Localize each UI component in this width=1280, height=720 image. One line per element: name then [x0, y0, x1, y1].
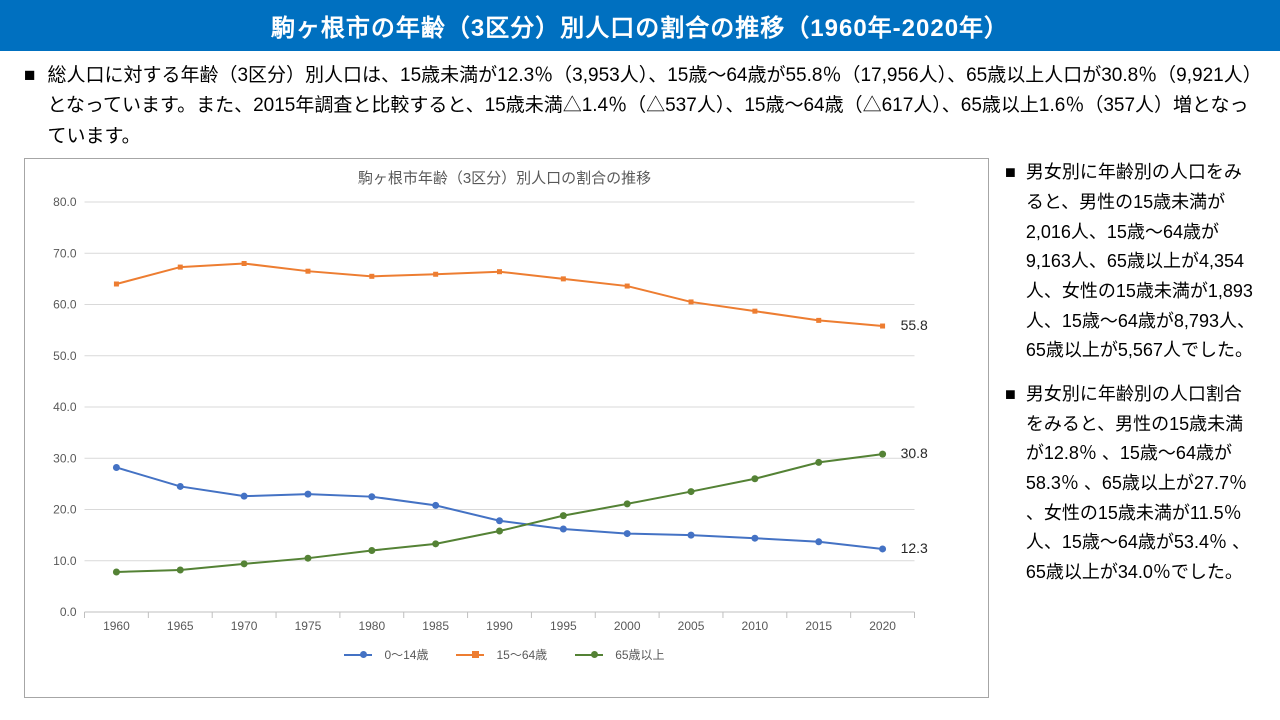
top-bullet: ■ 総人口に対する年齢（3区分）別人口は、15歳未満が12.3％（3,953人）… — [24, 61, 1256, 152]
svg-text:50.0: 50.0 — [53, 349, 77, 363]
svg-text:2015: 2015 — [805, 619, 832, 633]
chart-title: 駒ヶ根市年齢（3区分）別人口の割合の推移 — [33, 167, 976, 188]
svg-text:1980: 1980 — [358, 619, 385, 633]
svg-text:20.0: 20.0 — [53, 503, 77, 517]
sidebar-item: ■男女別に年齢別の人口をみると、男性の15歳未満が2,016人、15歳〜64歳が… — [1005, 158, 1256, 366]
main-row: 駒ヶ根市年齢（3区分）別人口の割合の推移 0.0 10.0 20.0 30.0 40.0… — [24, 158, 1256, 698]
sidebar-bullets: ■男女別に年齢別の人口をみると、男性の15歳未満が2,016人、15歳〜64歳が… — [1005, 158, 1256, 698]
chart-plotarea: 0.0 10.0 20.0 30.0 40.0 50.0 60.0 70.0 80.0 1960 1… — [33, 192, 976, 642]
legend-item: 65歳以上 — [575, 646, 664, 663]
bullet-marker: ■ — [24, 61, 35, 152]
bullet-marker: ■ — [1005, 380, 1016, 588]
chart-legend: 0〜14歳 15〜64歳 65歳以上 — [33, 646, 976, 663]
svg-text:60.0: 60.0 — [53, 298, 77, 312]
svg-text:2000: 2000 — [614, 619, 641, 633]
svg-text:10.0: 10.0 — [53, 554, 77, 568]
page-title: 駒ヶ根市の年齢（3区分）別人口の割合の推移（1960年-2020年） — [271, 15, 1009, 42]
sidebar-item-text: 男女別に年齢別の人口割合をみると、男性の15歳未満が12.8％ 、15歳〜64歳… — [1026, 380, 1256, 588]
svg-text:1985: 1985 — [422, 619, 449, 633]
legend-label: 15〜64歳 — [496, 646, 547, 663]
bullet-marker: ■ — [1005, 158, 1016, 366]
page-body: ■ 総人口に対する年齢（3区分）別人口は、15歳未満が12.3％（3,953人）… — [0, 51, 1280, 698]
legend-item: 15〜64歳 — [456, 646, 547, 663]
sidebar-item-text: 男女別に年齢別の人口をみると、男性の15歳未満が2,016人、15歳〜64歳が9… — [1026, 158, 1256, 366]
svg-text:0.0: 0.0 — [60, 605, 77, 619]
chart-container: 駒ヶ根市年齢（3区分）別人口の割合の推移 0.0 10.0 20.0 30.0 40.0… — [24, 158, 989, 698]
svg-text:80.0: 80.0 — [53, 195, 77, 209]
legend-swatch — [456, 654, 484, 656]
svg-text:1970: 1970 — [231, 619, 258, 633]
legend-swatch — [344, 654, 372, 656]
svg-text:2020: 2020 — [869, 619, 896, 633]
svg-text:12.3: 12.3 — [901, 540, 928, 556]
legend-swatch — [575, 654, 603, 656]
svg-text:1960: 1960 — [103, 619, 130, 633]
svg-text:40.0: 40.0 — [53, 400, 77, 414]
svg-text:1975: 1975 — [295, 619, 322, 633]
svg-text:2010: 2010 — [742, 619, 769, 633]
legend-label: 0〜14歳 — [384, 646, 428, 663]
svg-text:30.8: 30.8 — [901, 445, 928, 461]
svg-text:1995: 1995 — [550, 619, 577, 633]
page-header: 駒ヶ根市の年齢（3区分）別人口の割合の推移（1960年-2020年） — [0, 0, 1280, 51]
svg-text:30.0: 30.0 — [53, 451, 77, 465]
svg-text:2005: 2005 — [678, 619, 705, 633]
svg-text:55.8: 55.8 — [901, 317, 928, 333]
top-bullet-text: 総人口に対する年齢（3区分）別人口は、15歳未満が12.3％（3,953人）、1… — [47, 61, 1256, 152]
sidebar-item: ■男女別に年齢別の人口割合をみると、男性の15歳未満が12.8％ 、15歳〜64… — [1005, 380, 1256, 588]
legend-label: 65歳以上 — [615, 646, 664, 663]
legend-item: 0〜14歳 — [344, 646, 428, 663]
svg-text:1990: 1990 — [486, 619, 513, 633]
chart-svg: 0.0 10.0 20.0 30.0 40.0 50.0 60.0 70.0 80.0 1960 1… — [33, 192, 976, 642]
svg-text:1965: 1965 — [167, 619, 194, 633]
svg-text:70.0: 70.0 — [53, 246, 77, 260]
